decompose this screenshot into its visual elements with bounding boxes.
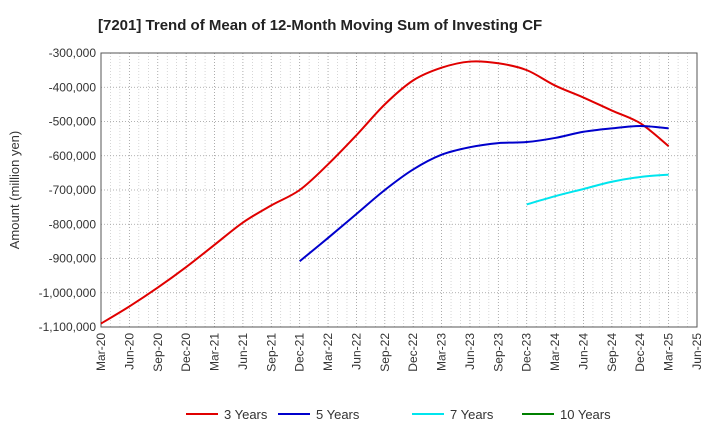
chart-title: [7201] Trend of Mean of 12-Month Moving … <box>98 17 542 34</box>
x-tick-label: Dec-21 <box>293 333 307 372</box>
legend: 3 Years 5 Years 7 Years 10 Years <box>186 407 611 422</box>
y-tick-label: -1,100,000 <box>39 320 97 334</box>
x-tick-label: Mar-21 <box>208 333 222 371</box>
x-tick-label: Mar-25 <box>662 333 676 371</box>
series-line-5-years <box>299 124 669 263</box>
x-tick-label: Mar-24 <box>548 333 562 371</box>
x-tick-label: Dec-24 <box>633 333 647 372</box>
y-tick-label: -800,000 <box>49 217 97 231</box>
y-tick-label: -500,000 <box>49 115 97 129</box>
x-tick-label: Jun-25 <box>690 333 704 370</box>
x-tick-label: Sep-21 <box>264 333 278 372</box>
y-tick-label: -1,000,000 <box>39 286 97 300</box>
x-tick-label: Dec-22 <box>406 333 420 372</box>
x-tick-label: Sep-23 <box>491 333 505 372</box>
plot-frame <box>100 52 698 328</box>
x-tick-label: Sep-22 <box>378 333 392 372</box>
y-tick-label: -700,000 <box>49 183 97 197</box>
x-tick-label: Mar-22 <box>321 333 335 371</box>
y-tick-label: -600,000 <box>49 149 97 163</box>
x-tick-label: Jun-21 <box>236 333 250 370</box>
x-tick-label: Dec-23 <box>520 333 534 372</box>
x-tick-label: Jun-23 <box>463 333 477 370</box>
grid <box>100 52 698 328</box>
legend-label: 3 Years <box>224 407 268 422</box>
x-tick-label: Mar-20 <box>94 333 108 371</box>
x-tick-label: Dec-20 <box>179 333 193 372</box>
x-tick-label: Sep-24 <box>605 333 619 372</box>
y-tick-label: -400,000 <box>49 80 97 94</box>
x-tick-label: Jun-24 <box>576 333 590 370</box>
y-axis-label: Amount (million yen) <box>7 131 22 250</box>
series-line-3-years <box>100 60 670 325</box>
legend-label: 5 Years <box>316 407 360 422</box>
legend-label: 7 Years <box>450 407 494 422</box>
series-line-7-years <box>526 173 669 206</box>
y-tick-label: -300,000 <box>49 46 97 60</box>
y-axis: -300,000 -400,000 -500,000 -600,000 -700,000… <box>39 46 97 334</box>
x-tick-label: Sep-20 <box>151 333 165 372</box>
y-tick-label: -900,000 <box>49 252 97 266</box>
x-tick-label: Jun-20 <box>122 333 136 370</box>
x-tick-label: Jun-22 <box>349 333 363 370</box>
x-axis: Mar-20 Jun-20 Sep-20 Dec-20 Mar-21 Jun-21 Sep-… <box>94 333 704 372</box>
x-tick-label: Mar-23 <box>435 333 449 371</box>
legend-label: 10 Years <box>560 407 611 422</box>
series-group <box>100 60 670 325</box>
